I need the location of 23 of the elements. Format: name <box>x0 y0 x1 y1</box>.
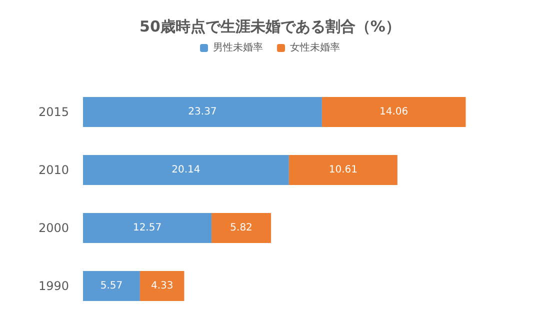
bar <box>322 97 466 127</box>
y-tick-label: 2010 <box>38 163 69 177</box>
data-label: 14.06 <box>380 106 408 118</box>
y-tick-label: 1990 <box>38 279 69 293</box>
bar <box>83 155 289 185</box>
bar <box>212 213 272 243</box>
bar <box>288 155 398 185</box>
data-label: 5.82 <box>230 222 252 234</box>
bar <box>83 97 322 127</box>
data-label: 12.57 <box>132 222 162 234</box>
bar <box>140 271 184 301</box>
y-tick-label: 2015 <box>38 105 69 119</box>
data-label: 4.33 <box>150 280 174 292</box>
bar <box>83 213 212 243</box>
bar <box>83 271 140 301</box>
data-label: 5.57 <box>100 280 123 292</box>
data-label: 10.61 <box>328 164 358 176</box>
data-label: 23.37 <box>188 106 217 118</box>
data-label: 20.14 <box>172 164 200 176</box>
legend-label: 男性未婚率 <box>213 42 263 54</box>
legend-label: 女性未婚率 <box>290 42 340 54</box>
chart-title: 50歳時点で生涯未婚である割合（%） <box>140 18 400 36</box>
y-tick-label: 2000 <box>38 221 69 235</box>
